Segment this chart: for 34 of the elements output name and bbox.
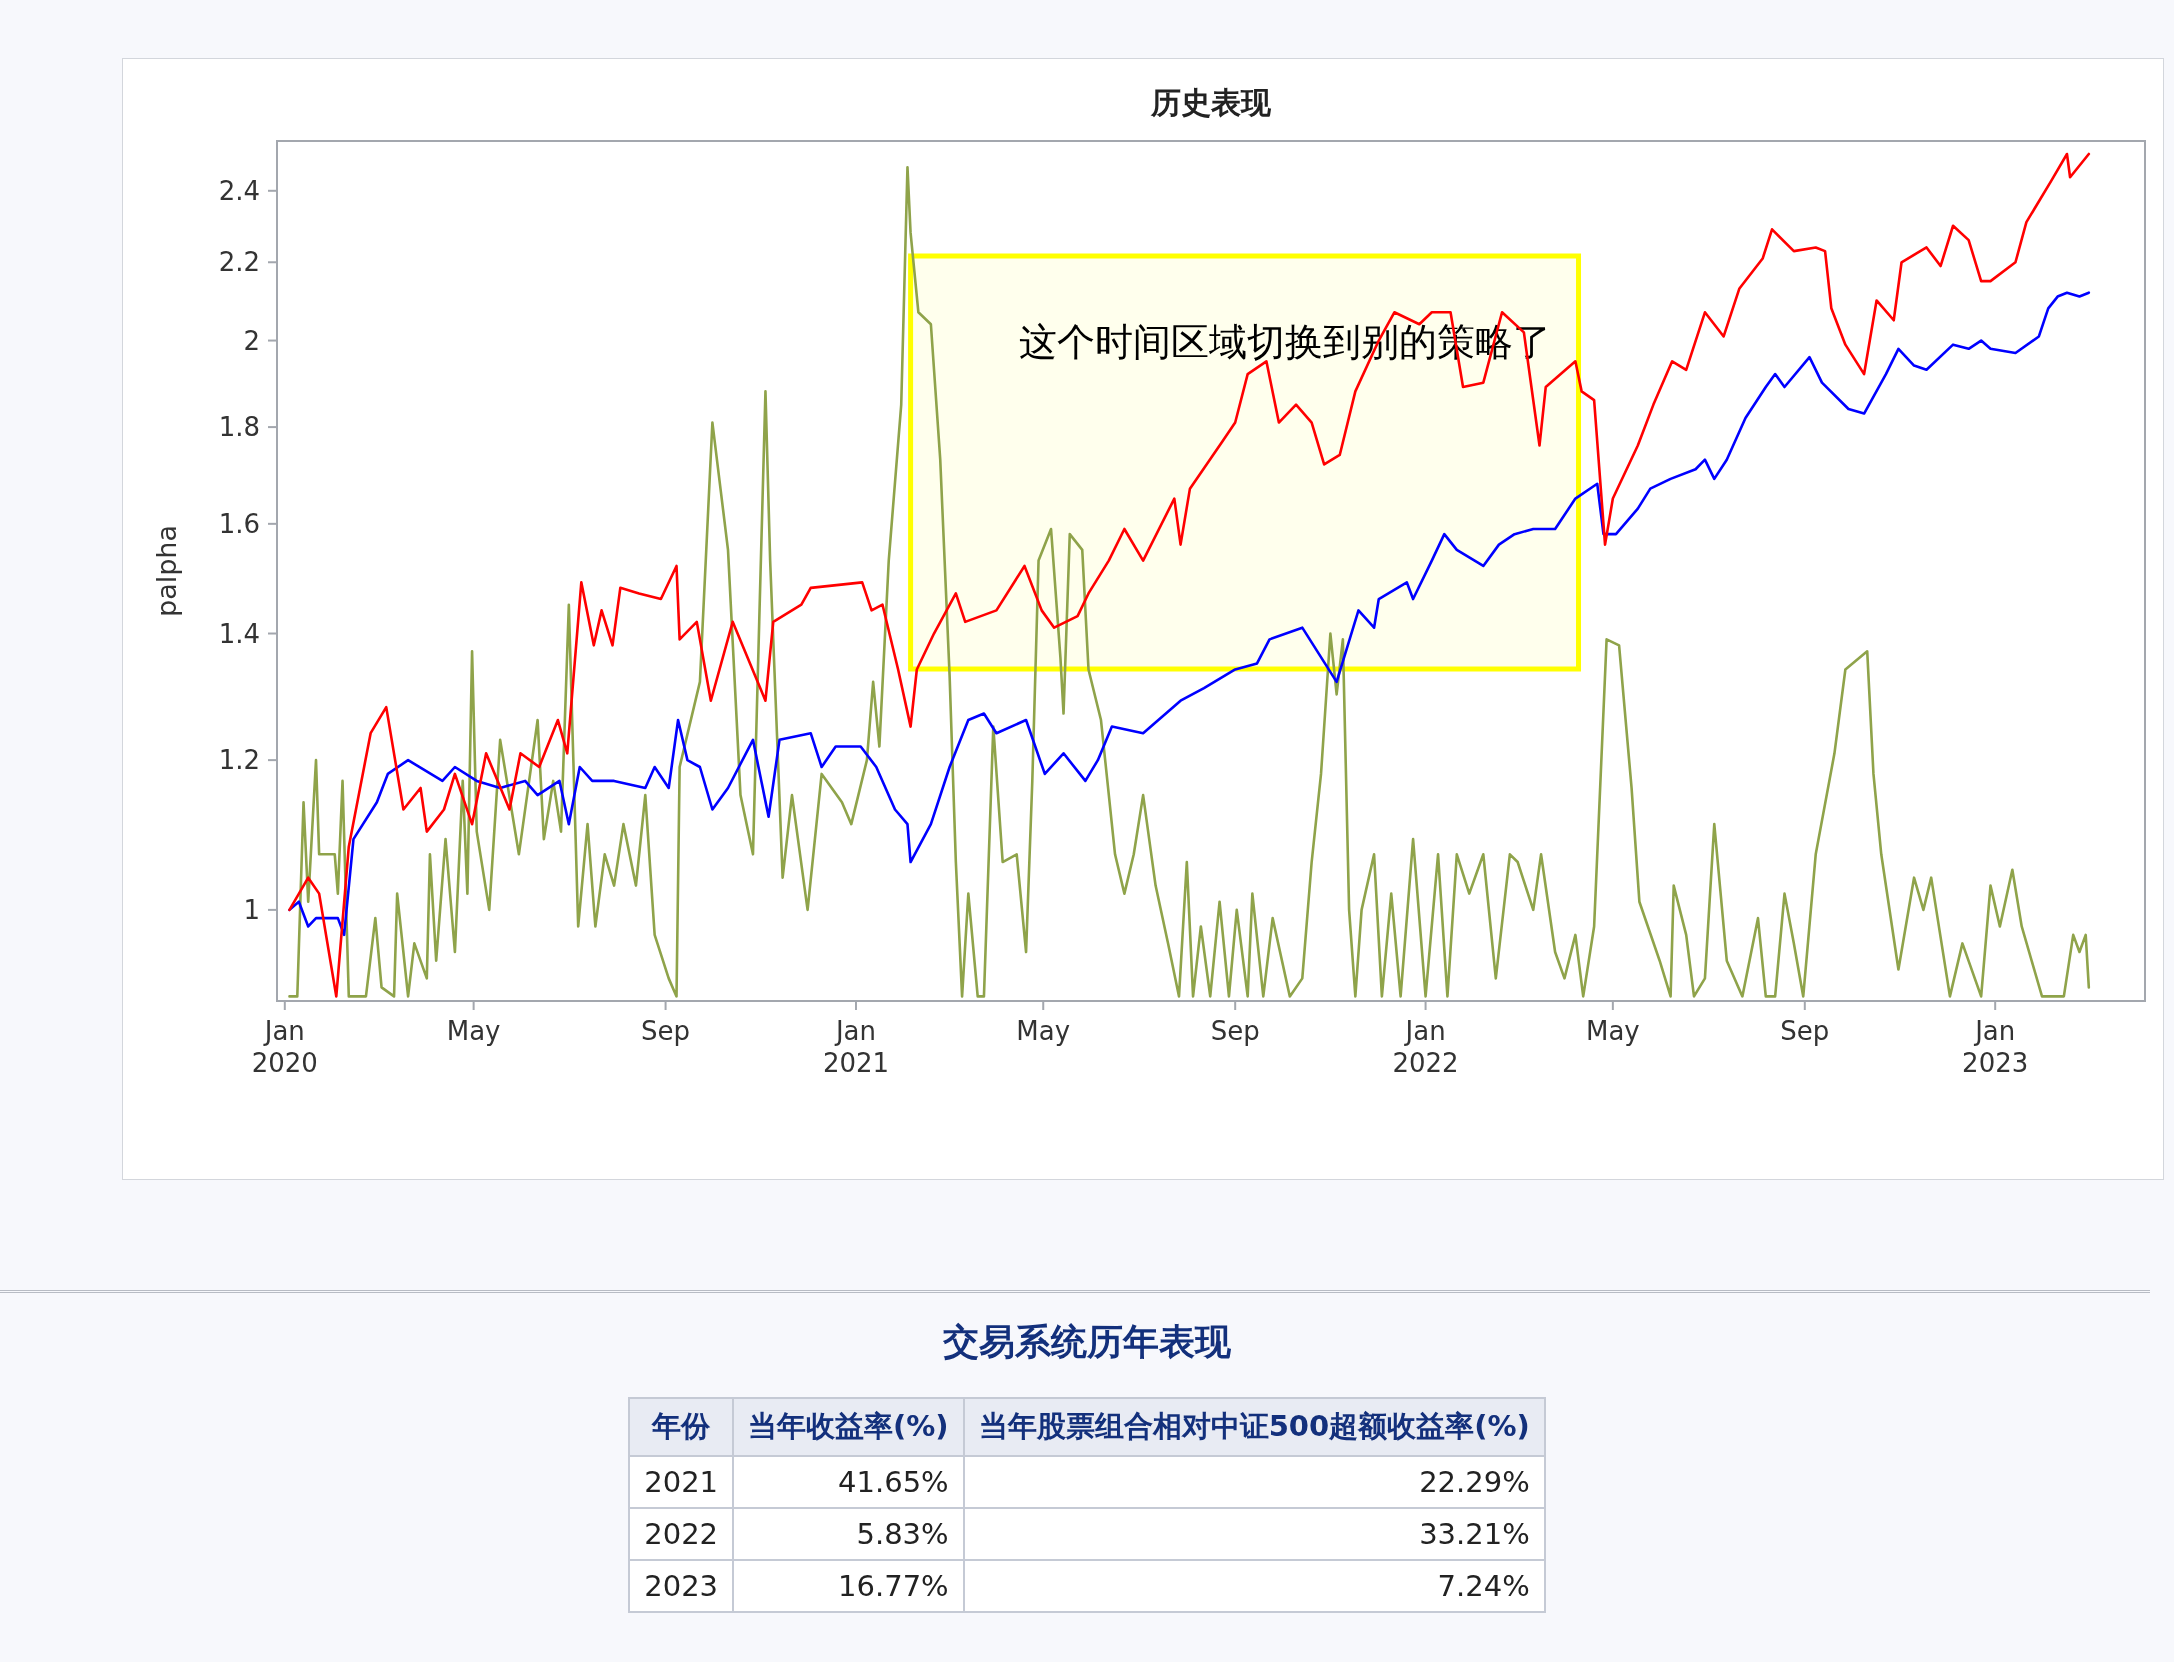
x-tick-label: May [1016, 1016, 1071, 1046]
text: 年份 [629, 1398, 734, 1456]
x-tick-label: Sep [1210, 1016, 1260, 1046]
x-tick-label: Jan 2020 [251, 1016, 318, 1078]
text: 7.24% [963, 1560, 1545, 1612]
text: 交易系统历年表现 [942, 1320, 1232, 1364]
x-tick-label: Jan 2021 [822, 1016, 890, 1078]
x-tick-label: Jan 2023 [1962, 1016, 2029, 1078]
y-tick-label: 1 [243, 894, 260, 925]
text: 2022 [629, 1508, 734, 1560]
y-tick-label: 2.4 [218, 175, 260, 206]
text: 2023 [629, 1560, 734, 1612]
y-axis-title: palpha [151, 525, 182, 617]
x-tick-label: Sep [641, 1016, 691, 1046]
text: 当年股票组合相对中证500超额收益率(%) [963, 1398, 1545, 1456]
x-tick-label: May [446, 1016, 501, 1046]
y-tick-label: 1.8 [218, 412, 260, 443]
text: 5.83% [733, 1508, 964, 1560]
text: 16.77% [733, 1560, 964, 1612]
text: 33.21% [963, 1508, 1545, 1560]
text: 22.29% [963, 1456, 1545, 1508]
x-tick-label: Sep [1780, 1016, 1830, 1046]
x-tick-label: Jan 2022 [1392, 1016, 1459, 1078]
x-tick-label: May [1585, 1016, 1640, 1046]
y-tick-label: 1.6 [218, 508, 260, 539]
y-tick-label: 2 [243, 325, 260, 356]
line-series [288, 291, 2091, 937]
text: 当年收益率(%) [733, 1398, 964, 1456]
y-tick-label: 2.2 [218, 247, 260, 278]
text: 2021 [629, 1456, 734, 1508]
chart-title: 历史表现 [1150, 85, 1272, 120]
y-tick-label: 1.4 [218, 618, 260, 649]
y-tick-label: 1.2 [218, 745, 260, 776]
text: 41.65% [733, 1456, 964, 1508]
